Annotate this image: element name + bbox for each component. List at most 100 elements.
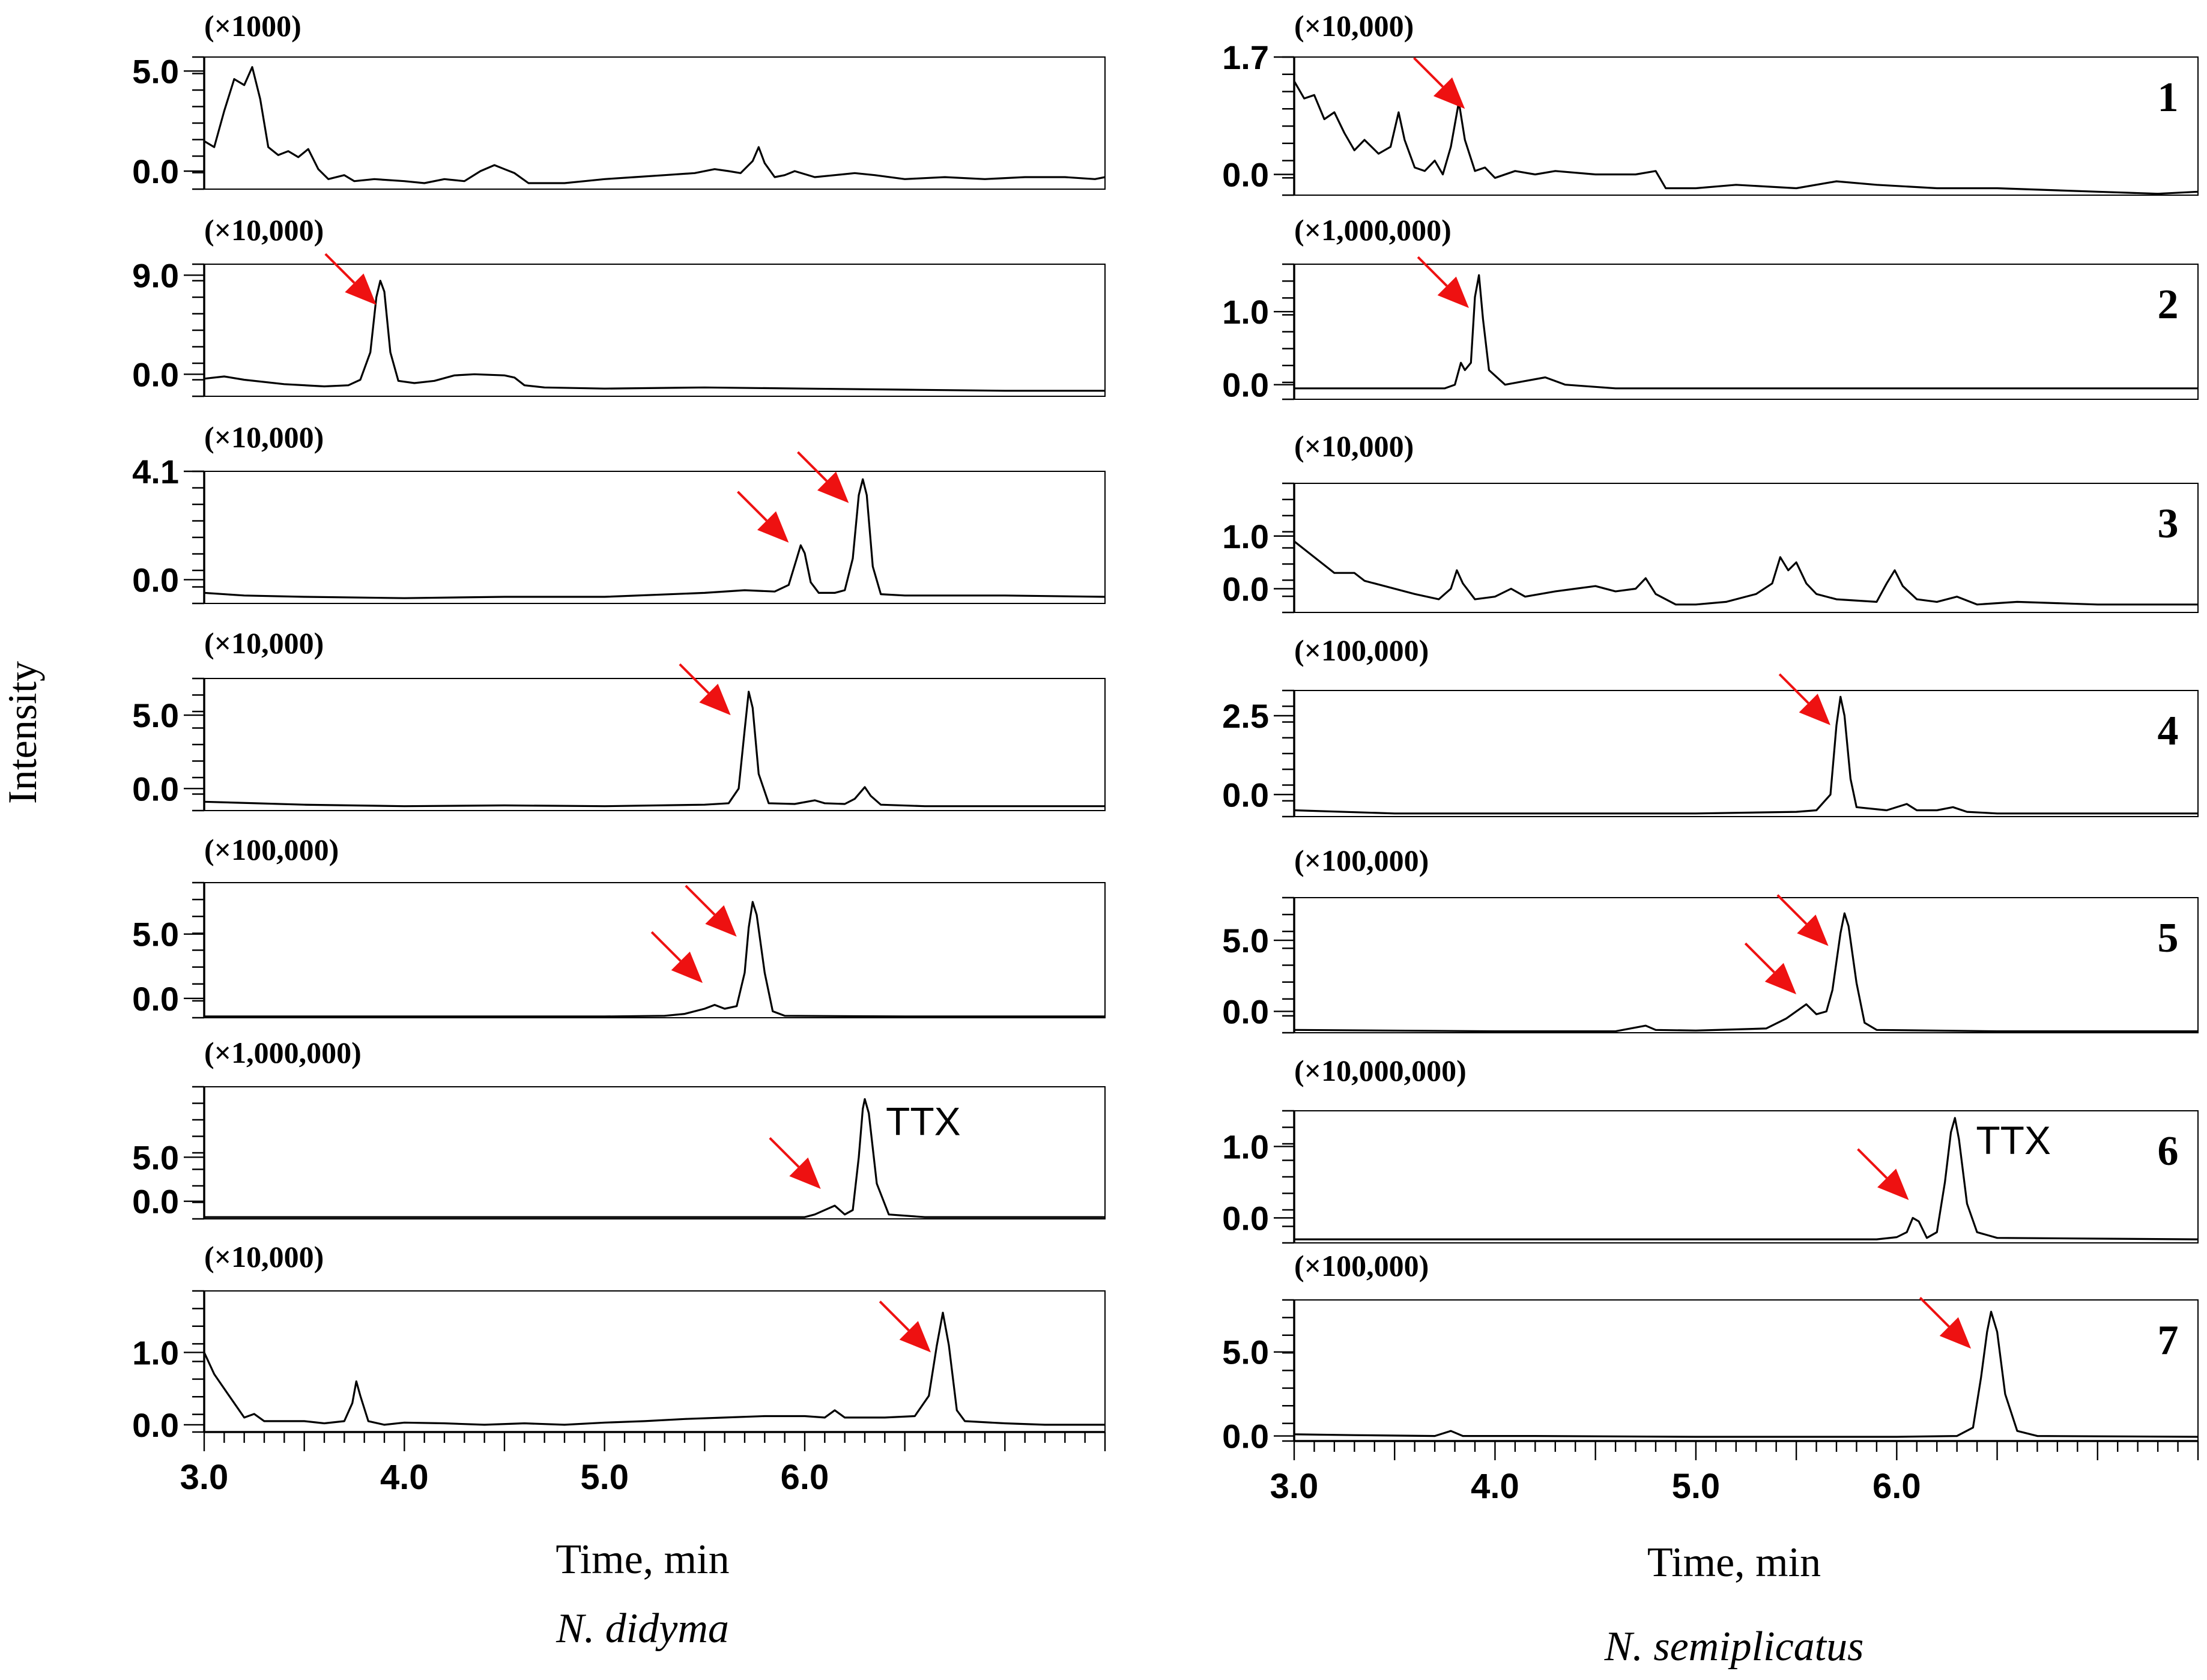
arrow-head bbox=[899, 1321, 931, 1353]
scale-factor-label: (×1,000,000) bbox=[1294, 213, 1452, 247]
arrow-shaft bbox=[685, 884, 716, 916]
peak-arrow bbox=[1776, 894, 1829, 946]
arrow-shaft bbox=[650, 931, 682, 962]
panel-frame bbox=[1294, 690, 2199, 817]
y-tick-label: 0.0 bbox=[132, 561, 179, 599]
x-tick-label: 3.0 bbox=[1270, 1467, 1319, 1506]
y-tick-label: 1.0 bbox=[1222, 1128, 1269, 1165]
arrow-shaft bbox=[879, 1301, 910, 1332]
y-tick-label: 0.0 bbox=[1222, 776, 1269, 814]
panel-2: 9.0 0.0 (×10,000) bbox=[132, 213, 1106, 397]
chromatogram-trace bbox=[204, 279, 1105, 392]
scale-factor-label: (×10,000) bbox=[204, 1240, 324, 1274]
y-tick-label: 4.1 bbox=[132, 453, 179, 491]
panel-frame bbox=[204, 264, 1106, 397]
arrow-shaft bbox=[1919, 1296, 1950, 1328]
arrow-shaft bbox=[1776, 894, 1808, 925]
panel-number: 4 bbox=[2158, 708, 2179, 754]
y-axis-title: Intensity bbox=[0, 661, 45, 804]
y-tick-label: 1.0 bbox=[1222, 293, 1269, 331]
scale-factor-label: (×10,000) bbox=[204, 420, 324, 454]
arrow-head bbox=[1939, 1317, 1972, 1349]
arrow-head bbox=[789, 1157, 821, 1189]
chromatogram-trace bbox=[1294, 1117, 2199, 1240]
panel-frame bbox=[204, 471, 1106, 604]
panel-frame bbox=[204, 1290, 1106, 1433]
y-tick-label: 0.0 bbox=[1222, 156, 1269, 194]
peak-arrow bbox=[1744, 942, 1797, 995]
y-tick-label: 0.0 bbox=[1222, 1199, 1269, 1237]
panel-1: 1.7 0.0 (×10,000) 1 bbox=[1222, 9, 2199, 196]
arrow-head bbox=[1799, 693, 1830, 725]
arrow-head bbox=[757, 511, 789, 543]
arrow-head bbox=[705, 905, 737, 937]
arrow-shaft bbox=[1857, 1148, 1888, 1179]
arrow-head bbox=[1877, 1168, 1909, 1200]
arrow-shaft bbox=[1744, 942, 1775, 973]
peak-annotation: TTX bbox=[886, 1099, 961, 1144]
chromatogram-trace bbox=[203, 1311, 1105, 1426]
peak-arrow bbox=[324, 253, 377, 305]
arrow-head bbox=[1433, 77, 1465, 109]
panel-frame bbox=[204, 1086, 1106, 1219]
x-axis-title: Time, min bbox=[556, 1536, 729, 1583]
scale-factor-label: (×100,000) bbox=[1294, 844, 1429, 877]
panel-frame bbox=[204, 678, 1106, 811]
arrow-shaft bbox=[737, 491, 767, 522]
panel-2: 1.0 0.0 (×1,000,000) 2 bbox=[1222, 213, 2199, 404]
chromatogram-trace bbox=[1294, 274, 2198, 390]
chromatogram-trace bbox=[204, 901, 1105, 1018]
scale-factor-label: (×10,000) bbox=[1294, 9, 1414, 43]
panel-number: 2 bbox=[2158, 282, 2179, 328]
chromatogram-trace bbox=[1293, 80, 2199, 195]
scale-factor-label: (×1000) bbox=[204, 9, 301, 43]
panel-frame bbox=[1294, 1110, 2199, 1243]
chromatogram-trace bbox=[1294, 695, 2198, 815]
panel-frame bbox=[204, 882, 1106, 1018]
panel-frame bbox=[1294, 1299, 2199, 1442]
y-tick-label: 0.0 bbox=[132, 770, 179, 808]
peak-arrow bbox=[1919, 1296, 1972, 1349]
chromatogram-trace bbox=[204, 478, 1106, 599]
peak-arrow bbox=[679, 663, 731, 716]
column-n-semiplicatus: 1.7 0.0 (×10,000) 1 1.0 0.0 (×1,000,000) 2 1.0 0.… bbox=[1222, 9, 2199, 1670]
x-tick-label: 4.0 bbox=[380, 1458, 429, 1497]
y-tick-label: 0.0 bbox=[1222, 570, 1269, 608]
panel-frame bbox=[1294, 897, 2199, 1033]
scale-factor-label: (×10,000) bbox=[1294, 429, 1414, 463]
arrow-shaft bbox=[797, 451, 828, 482]
column-n-didyma: 5.0 0.0 (×1000) 9.0 0.0 (×10,000) 4.1 0.0 (×10,0… bbox=[132, 9, 1106, 1652]
panel-5: 5.0 0.0 (×100,000) 5 bbox=[1222, 844, 2199, 1034]
y-tick-label: 0.0 bbox=[132, 1406, 179, 1444]
panel-3: 4.1 0.0 (×10,000) bbox=[132, 420, 1106, 605]
scale-factor-label: (×10,000,000) bbox=[1294, 1054, 1467, 1087]
scale-factor-label: (×100,000) bbox=[204, 833, 339, 866]
chromatogram-trace bbox=[204, 1098, 1105, 1218]
panel-number: 6 bbox=[2158, 1128, 2179, 1174]
scale-factor-label: (×1,000,000) bbox=[204, 1036, 362, 1069]
chromatogram-trace bbox=[1294, 912, 2198, 1033]
x-axis: 3.0 4.0 5.0 6.0 Time, min N. didyma bbox=[180, 1431, 1106, 1652]
species-label: N. semiplicatus bbox=[1604, 1624, 1864, 1670]
x-tick-label: 6.0 bbox=[1872, 1467, 1921, 1506]
y-tick-label: 5.0 bbox=[132, 52, 179, 90]
peak-arrow bbox=[737, 491, 789, 543]
panel-7: 1.0 0.0 (×10,000) bbox=[132, 1240, 1106, 1444]
y-tick-label: 5.0 bbox=[1222, 1334, 1269, 1371]
peak-arrow bbox=[769, 1137, 821, 1189]
y-tick-label: 0.0 bbox=[132, 153, 179, 190]
panel-number: 1 bbox=[2158, 74, 2179, 121]
panel-6: 5.0 0.0 (×1,000,000) TTX bbox=[132, 1036, 1106, 1221]
x-tick-label: 5.0 bbox=[580, 1458, 629, 1497]
scale-factor-label: (×100,000) bbox=[1294, 1249, 1429, 1283]
chromatogram-trace bbox=[204, 690, 1105, 808]
panel-frame bbox=[204, 56, 1106, 190]
scale-factor-label: (×100,000) bbox=[1294, 633, 1429, 667]
peak-arrow bbox=[1413, 56, 1465, 109]
y-tick-label: 0.0 bbox=[1222, 366, 1269, 404]
arrow-head bbox=[817, 471, 849, 503]
peak-arrow bbox=[879, 1301, 931, 1353]
y-tick-label: 5.0 bbox=[132, 1138, 179, 1176]
panel-number: 7 bbox=[2158, 1317, 2179, 1364]
peak-annotation: TTX bbox=[1976, 1118, 2051, 1162]
